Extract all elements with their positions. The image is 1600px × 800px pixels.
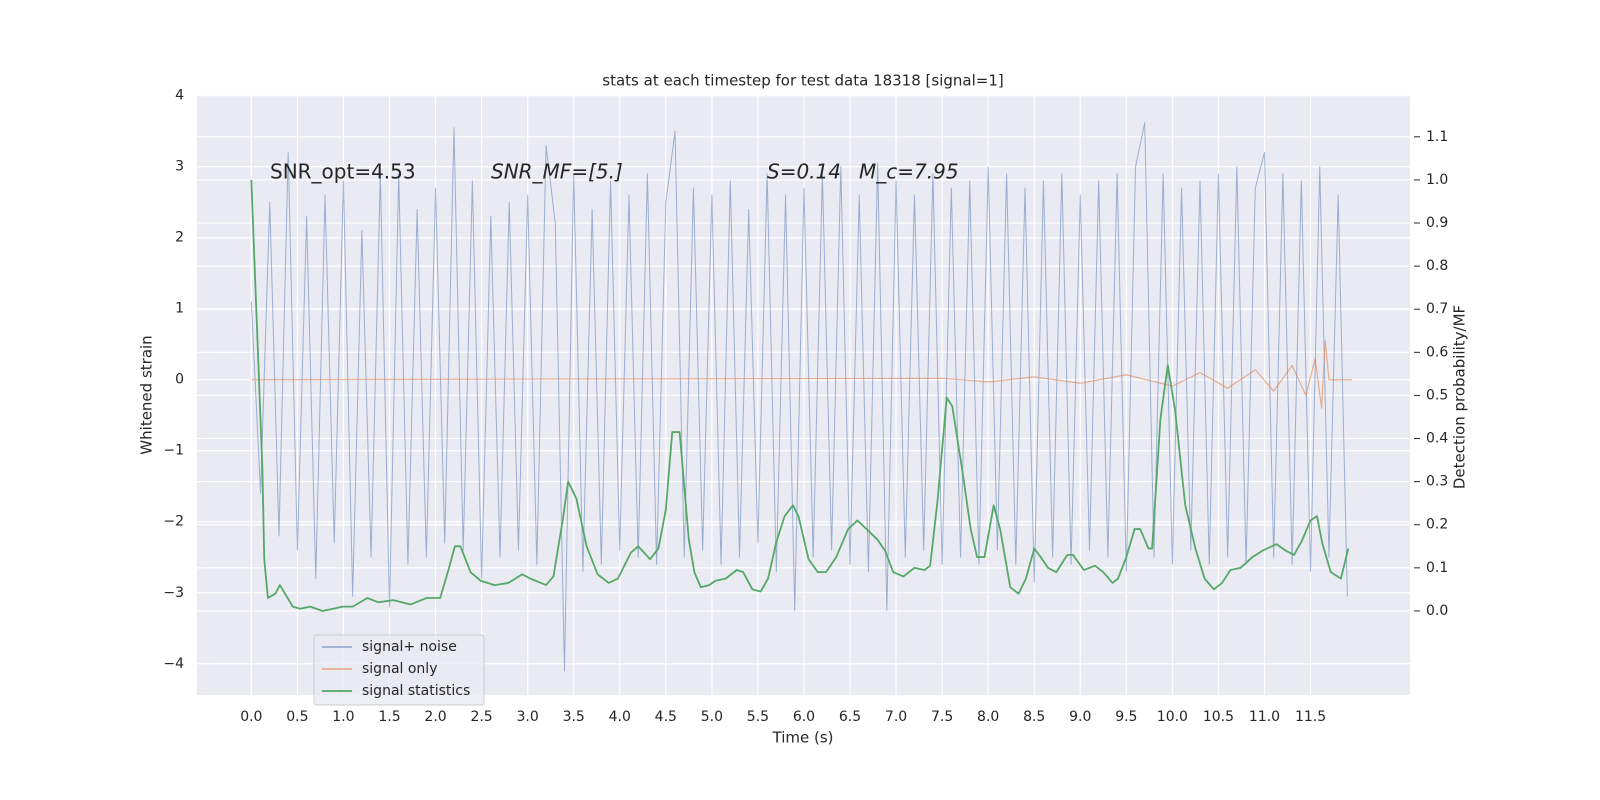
x-tick-label: 10.0 [1157,709,1188,725]
x-tick-label: 8.5 [1023,709,1045,725]
y2-tick-label: 1.1 [1426,129,1448,145]
series-line [251,340,1352,409]
y2-tick-label: 0.4 [1426,431,1448,447]
y2-tick-label: 0.2 [1426,517,1448,533]
x-tick-label: 8.0 [977,709,999,725]
x-tick-label: 4.5 [655,709,677,725]
x-tick-label: 3.5 [563,709,585,725]
annotation: SNR_opt=4.53 [270,160,416,184]
marks [250,122,1352,672]
series-line [250,122,1348,672]
legend-box [313,634,485,706]
x-tick-label: 6.0 [793,709,815,725]
x-axis-label: Time (s) [772,729,834,747]
x-tick-label: 1.0 [332,709,354,725]
legend-label: signal only [362,661,437,677]
annotation: SNR_MF=[5.] [491,160,623,184]
y-tick-label: −3 [163,585,184,601]
y2-tick-label: 0.6 [1426,344,1448,360]
x-tick-label: 5.0 [701,709,723,725]
y-tick-label: −2 [163,514,184,530]
x-tick-label: 0.0 [240,709,262,725]
legend-label: signal statistics [362,683,470,699]
x-tick-label: 7.0 [885,709,907,725]
y2-tick-label: 1.0 [1426,172,1448,188]
x-tick-label: 4.0 [609,709,631,725]
annotation: S=0.14 [767,160,841,184]
x-tick-label: 0.5 [286,709,308,725]
y2-tick-label: 0.9 [1426,215,1448,231]
y-tick-label: −1 [163,443,184,459]
y-tick-label: −4 [163,656,184,672]
y2-tick-label: 0.5 [1426,387,1448,403]
x-tick-label: 7.5 [931,709,953,725]
y-axis-label: Whitened strain [138,335,156,454]
y2-tick-label: 0.3 [1426,474,1448,490]
x-tick-label: 5.5 [747,709,769,725]
y-tick-label: 3 [175,159,184,175]
x-tick-label: 2.5 [470,709,492,725]
y2-axis-label: Detection probability/MF [1451,305,1469,489]
y-tick-label: 2 [175,230,184,246]
x-tick-label: 11.5 [1295,709,1326,725]
x-tick-label: 11.0 [1249,709,1280,725]
x-tick-label: 6.5 [839,709,861,725]
x-tick-label: 10.5 [1203,709,1234,725]
y2-tick-label: 0.7 [1426,301,1448,317]
annotation: M_c=7.95 [859,160,959,184]
y2-tick-label: 0.8 [1426,258,1448,274]
labels: 0.0 0.5 1.0 1.5 2.0 2.5 3.0 3.5 4.0 4.5 5.0 5.5 6.0 6… [163,88,1448,725]
y2-tick-label: 0.0 [1426,603,1448,619]
legend-label: signal+ noise [362,639,457,655]
x-tick-label: 2.0 [424,709,446,725]
x-tick-label: 1.5 [378,709,400,725]
y-tick-label: 0 [175,372,184,388]
x-tick-label: 3.0 [517,709,539,725]
y-tick-label: 4 [175,88,184,104]
legend: signal+ noise signal only signal statistic… [313,634,485,706]
y2-tick-label: 0.1 [1426,560,1448,576]
x-tick-label: 9.0 [1069,709,1091,725]
series-line [250,179,1350,612]
chart-title: stats at each timestep for test data 183… [602,72,1003,90]
x-tick-label: 9.5 [1115,709,1137,725]
y-tick-label: 1 [175,301,184,317]
